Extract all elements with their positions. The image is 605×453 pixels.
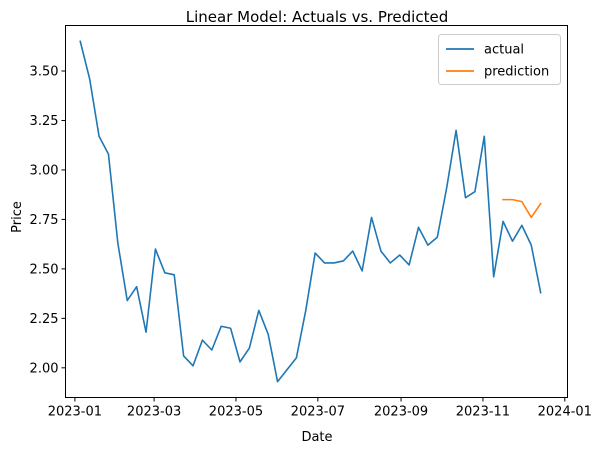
y-tick-label: 2.50 bbox=[30, 262, 59, 277]
axes-frame bbox=[65, 25, 568, 398]
y-tick-label: 3.25 bbox=[30, 114, 59, 129]
legend-label-actual: actual bbox=[484, 43, 524, 58]
plot-area bbox=[79, 40, 542, 383]
y-axis: 2.00 2.25 2.50 2.75 3.00 3.25 3.50 bbox=[30, 65, 66, 376]
y-tick-label: 2.25 bbox=[30, 312, 59, 327]
y-tick-label: 2.75 bbox=[30, 213, 59, 228]
y-tick-label: 2.00 bbox=[30, 361, 59, 376]
legend-label-prediction: prediction bbox=[484, 65, 549, 80]
y-axis-label: Price bbox=[10, 201, 25, 233]
x-axis: 2023-01 2023-03 2023-05 2023-07 2023-09 2023-… bbox=[48, 397, 592, 420]
x-tick-label: 2023-03 bbox=[127, 405, 181, 420]
x-tick-label: 2023-05 bbox=[209, 405, 263, 420]
x-tick-label: 2024-01 bbox=[538, 405, 592, 420]
chart-title: Linear Model: Actuals vs. Predicted bbox=[186, 8, 448, 26]
x-tick-label: 2023-11 bbox=[456, 405, 510, 420]
y-tick-label: 3.50 bbox=[30, 65, 59, 80]
y-tick-label: 3.00 bbox=[30, 163, 59, 178]
x-tick-label: 2023-01 bbox=[48, 405, 102, 420]
x-tick-label: 2023-09 bbox=[374, 405, 428, 420]
x-tick-label: 2023-07 bbox=[291, 405, 345, 420]
series-line-prediction bbox=[502, 198, 542, 219]
legend-box bbox=[438, 34, 561, 85]
x-axis-label: Date bbox=[301, 430, 332, 445]
legend: actual prediction bbox=[438, 34, 561, 85]
series-line-actual bbox=[79, 40, 542, 383]
